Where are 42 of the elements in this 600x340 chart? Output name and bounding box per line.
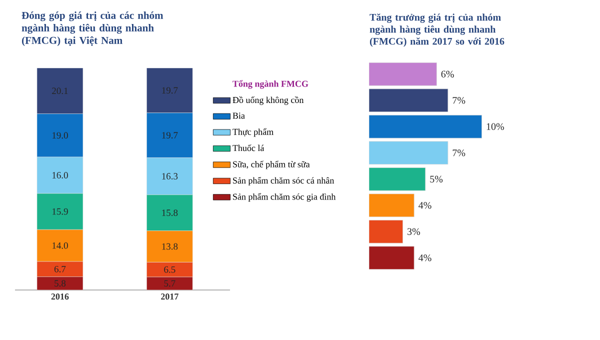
legend-label: Sản phẩm chăm sóc cá nhân [233, 176, 334, 186]
bar [369, 141, 448, 165]
data-label: 6% [441, 70, 454, 78]
data-label: 14.0 [52, 242, 68, 249]
data-label: 7% [452, 96, 466, 104]
data-label: 20.1 [52, 88, 68, 94]
data-label: 4% [418, 254, 432, 262]
legend-label: Bia [232, 112, 245, 119]
data-label: 15.8 [162, 210, 178, 216]
data-label: 19.0 [52, 132, 68, 139]
legend-label: Thực phẩm [232, 128, 274, 137]
x-tick-label: 2016 [51, 294, 69, 300]
data-label: 16.3 [162, 173, 178, 180]
legend-label: Sản phẩm chăm sóc gia đình [233, 193, 336, 202]
data-label: 19.7 [162, 87, 178, 94]
bar [369, 246, 414, 270]
bar [369, 62, 437, 86]
data-label: 6.5 [164, 266, 176, 273]
data-label: 10% [486, 123, 504, 130]
data-label: 4% [418, 202, 432, 209]
data-label: 16.0 [52, 172, 68, 178]
legend-label: Thuốc lá [232, 144, 264, 152]
data-label: 7% [452, 149, 466, 156]
data-label: 15.9 [52, 208, 68, 215]
chart-title: Đóng góp giá trị của các nhóm ngành hàng tiêu dùng nhanh (FMCG) tại Việt Nam [22, 12, 164, 46]
data-label: 19.7 [162, 132, 178, 138]
bar [369, 114, 482, 138]
data-label: 5.7 [164, 280, 176, 287]
data-label: 13.8 [162, 243, 178, 250]
chart-title: Tăng trưởng giá trị của nhóm ngành hàng tiêu dùng nhanh (FMCG) năm 2017 so với 2016 [370, 14, 504, 47]
bar [146, 68, 193, 113]
legend-label: Đồ uống không cồn [232, 96, 304, 105]
data-label: 3% [408, 228, 420, 235]
data-label: 5% [430, 176, 443, 182]
bar [369, 220, 404, 244]
bar [369, 88, 448, 112]
data-label: 6.7 [54, 266, 66, 272]
bar [36, 68, 84, 114]
legend-title: Tổng ngành FMCG [232, 80, 308, 89]
legend-label: Sữa, chế phẩm từ sữa [233, 160, 310, 170]
data-label: 5.8 [54, 280, 66, 287]
x-tick-label: 2017 [161, 294, 178, 300]
